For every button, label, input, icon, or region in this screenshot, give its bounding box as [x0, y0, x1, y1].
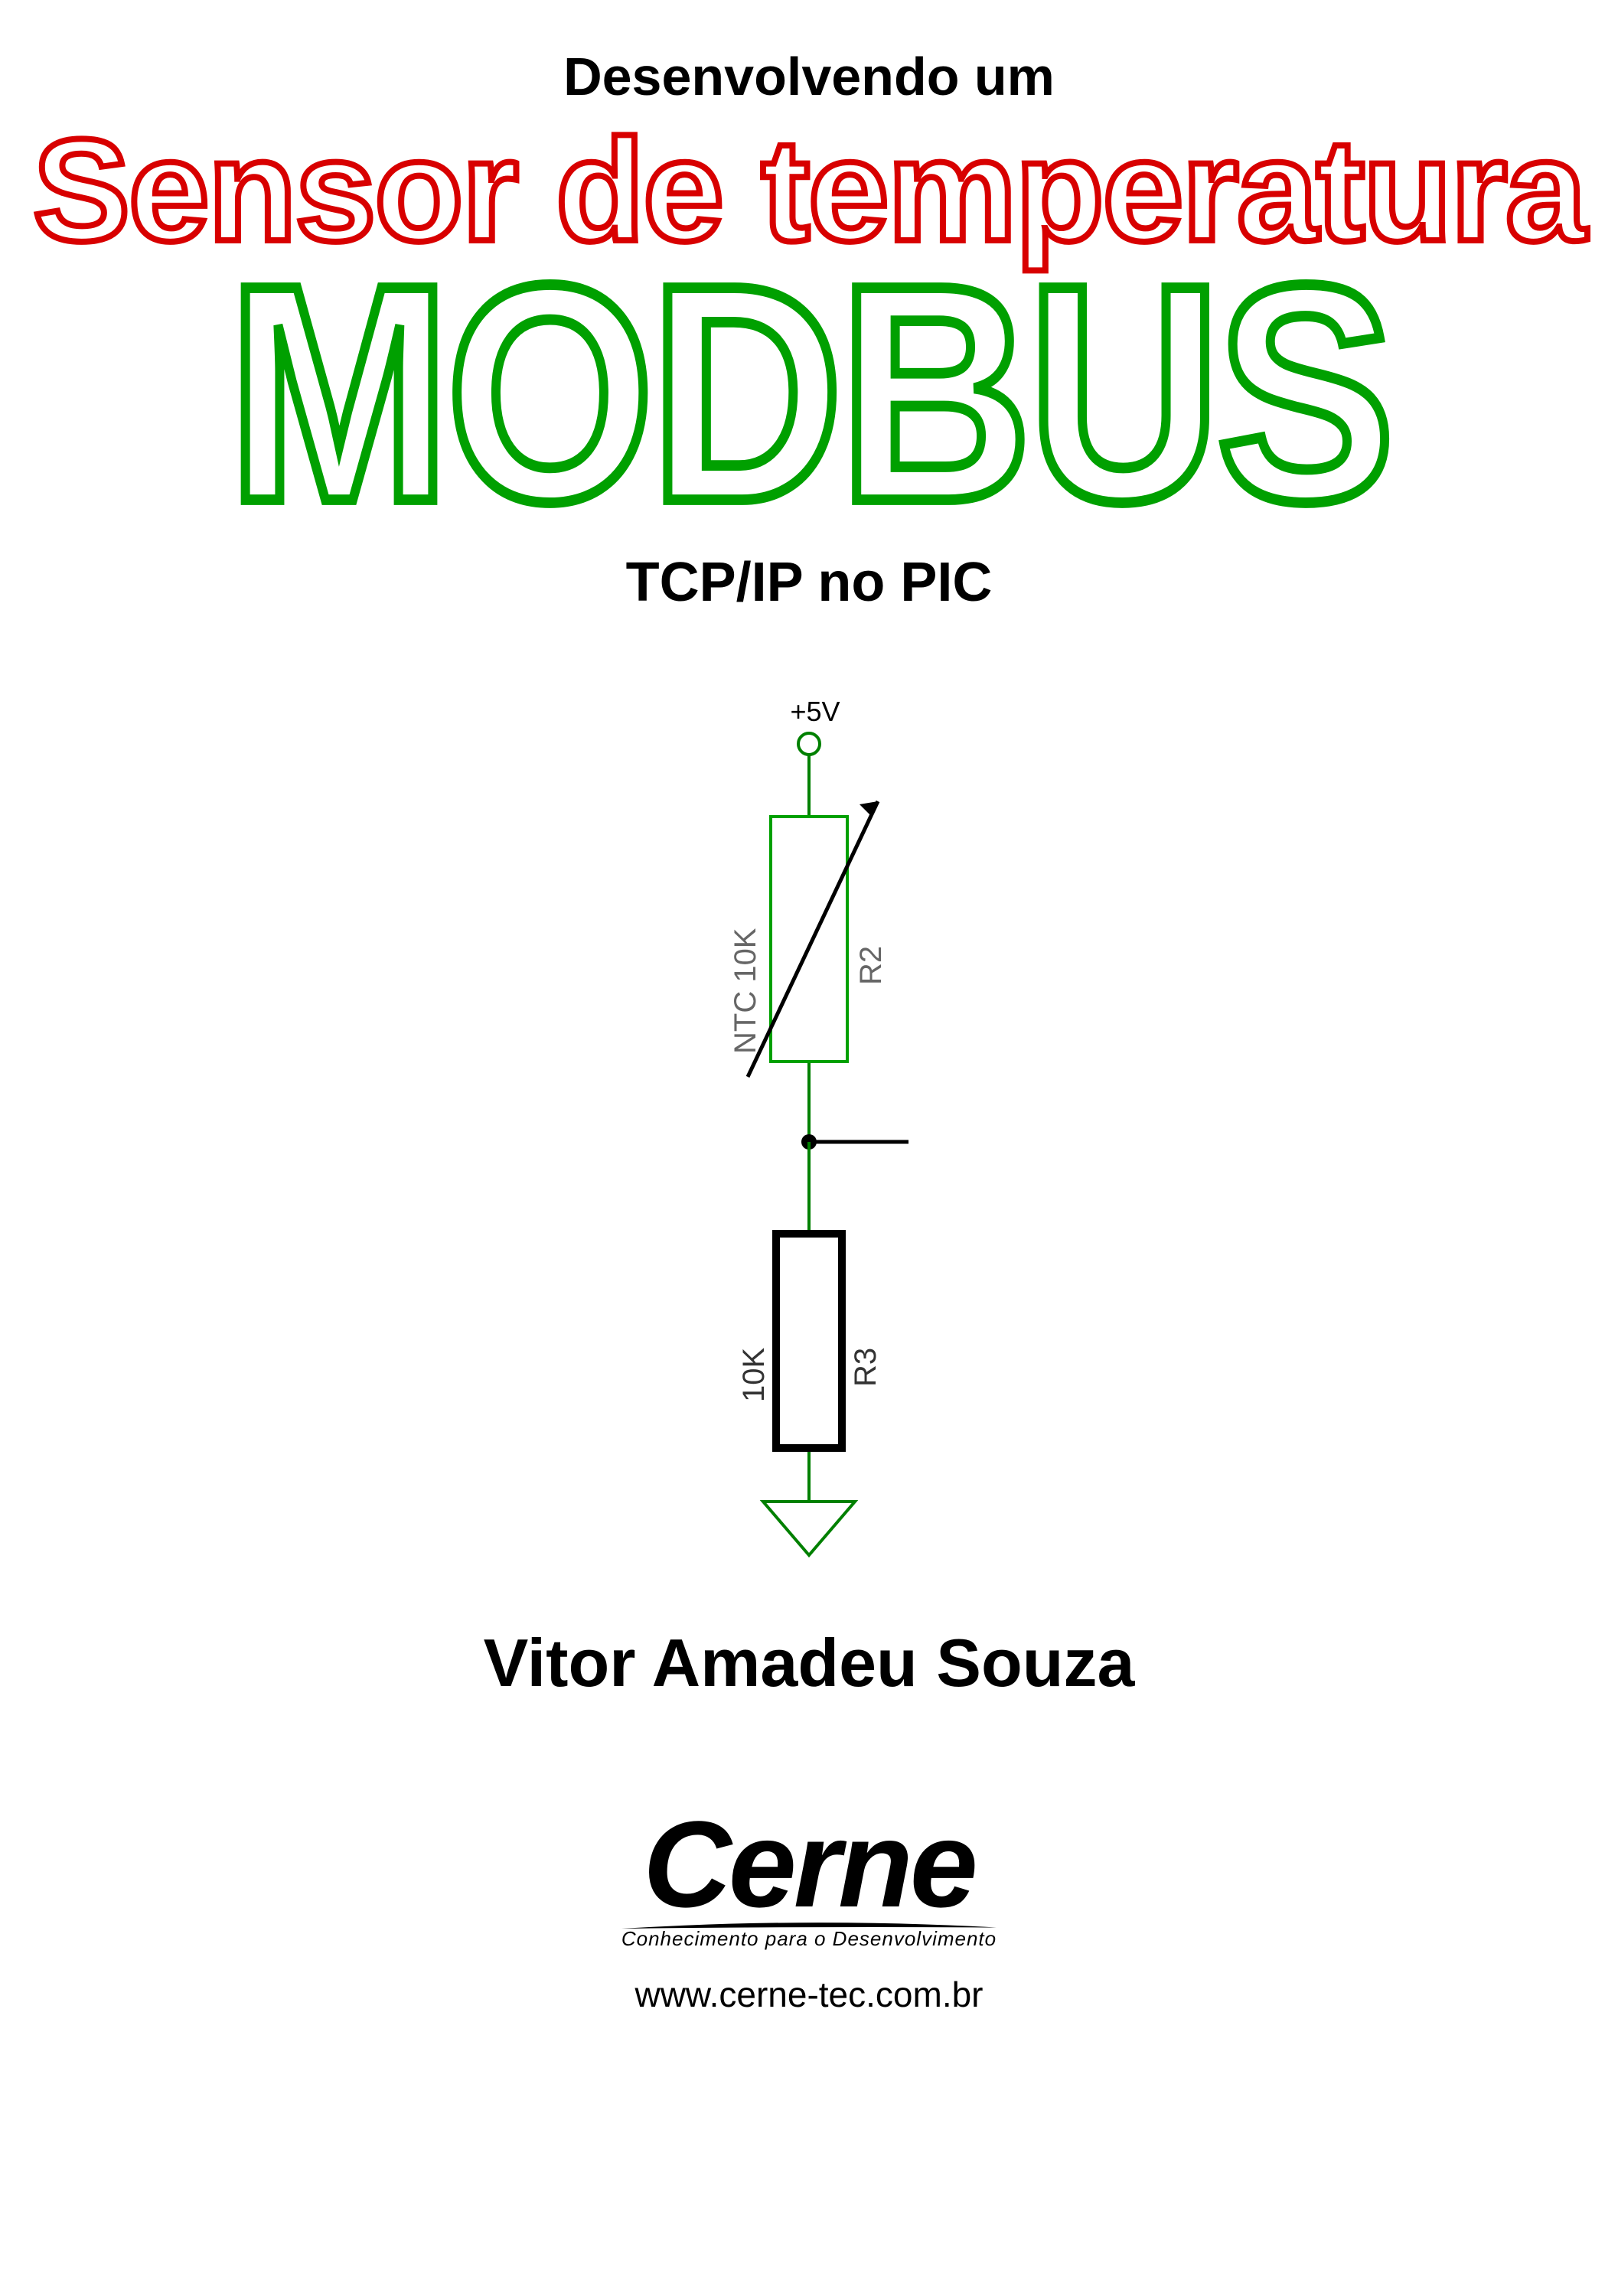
svg-text:NTC 10K: NTC 10K	[729, 928, 762, 1054]
circuit-svg: +5V NTC 10K R2 10K R3	[579, 660, 1039, 1578]
publisher-name: Cerne	[621, 1794, 997, 1935]
publisher-url: www.cerne-tec.com.br	[0, 1974, 1618, 2015]
svg-text:R3: R3	[849, 1347, 882, 1386]
publisher-block: Cerne Conhecimento para o Desenvolviment…	[0, 1794, 1618, 2015]
publisher-logo: Cerne Conhecimento para o Desenvolviment…	[621, 1794, 997, 1951]
svg-text:+5V: +5V	[790, 696, 840, 727]
circuit-diagram: +5V NTC 10K R2 10K R3	[0, 660, 1618, 1578]
title-green: MODBUS	[0, 240, 1618, 548]
publisher-underline-icon	[621, 1915, 997, 1938]
svg-text:10K: 10K	[737, 1347, 771, 1401]
author-name: Vitor Amadeu Souza	[0, 1624, 1618, 1702]
title-block: Desenvolvendo um Sensor de temperatura M…	[0, 0, 1618, 614]
svg-text:R2: R2	[854, 945, 888, 984]
subtitle-top: Desenvolvendo um	[0, 46, 1618, 107]
